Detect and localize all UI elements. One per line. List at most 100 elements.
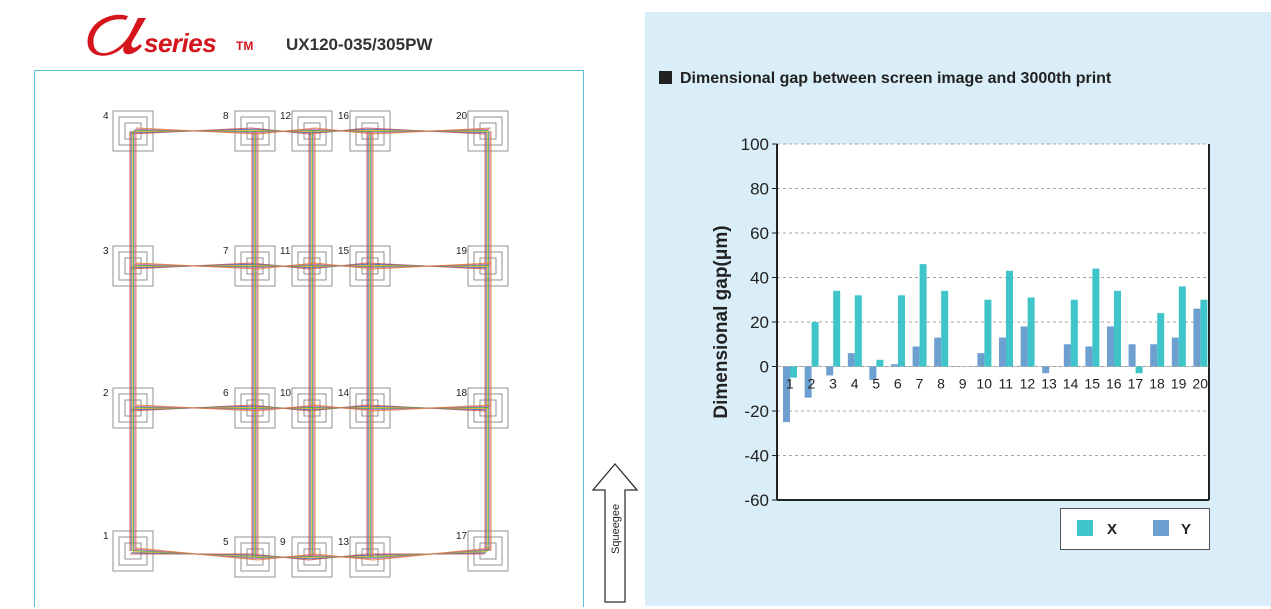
bar-x: [1092, 268, 1100, 367]
y-tick-label: 100: [741, 135, 769, 154]
x-tick-label: 8: [937, 376, 945, 392]
point-label: 20: [456, 111, 468, 122]
bar-y: [1128, 344, 1136, 367]
chart-legend: X Y: [1060, 508, 1210, 550]
bar-y: [1107, 326, 1114, 367]
series-logo: series TM UX120-035/305PW: [86, 8, 486, 64]
y-tick-label: 20: [750, 313, 769, 332]
bar-x: [811, 322, 819, 367]
x-tick-label: 5: [872, 376, 880, 392]
bar-y: [1171, 337, 1179, 367]
point-label: 8: [223, 111, 229, 122]
x-tick-label: 17: [1128, 376, 1144, 392]
y-tick-label: -60: [744, 491, 769, 510]
chart-title-wrap: Dimensional gap between screen image and…: [659, 70, 1111, 88]
x-tick-label: 14: [1063, 376, 1079, 392]
legend-label-y: Y: [1181, 521, 1192, 538]
x-tick-label: 3: [829, 376, 837, 392]
bar-x: [876, 359, 884, 367]
y-tick-label: 0: [760, 358, 769, 377]
point-label: 15: [338, 246, 350, 257]
x-tick-label: 19: [1171, 376, 1187, 392]
x-tick-label: 2: [808, 376, 816, 392]
point-label: 5: [223, 537, 229, 548]
bar-y: [1020, 326, 1028, 367]
bar-x: [1114, 290, 1121, 367]
point-label: 3: [103, 246, 109, 257]
point-label: 9: [280, 537, 286, 548]
bar-x: [1157, 313, 1165, 367]
chart-title: Dimensional gap between screen image and…: [680, 70, 1112, 87]
bar-x: [1070, 299, 1078, 367]
squeegee-arrow-icon: [591, 462, 639, 603]
squeegee-label-wrap: Squeegee: [610, 504, 622, 554]
y-tick-label: -40: [744, 447, 769, 466]
trace-line: [135, 127, 492, 135]
bar-y: [826, 366, 834, 376]
model-number: UX120-035/305PW: [286, 35, 433, 54]
fiducial-square: [124, 122, 142, 140]
bar-y: [1042, 366, 1050, 374]
bar-x: [1006, 270, 1013, 367]
point-label: 12: [280, 111, 292, 122]
point-label: 6: [223, 388, 229, 399]
x-tick-label: 1: [786, 376, 794, 392]
bar-y: [1063, 344, 1071, 367]
bar-chart: 100 80 60 40 20 0 -20 -40 -60 Dimensional gap(μm)…: [711, 135, 1210, 510]
fiducial-square: [124, 399, 142, 417]
x-tick-label: 18: [1149, 376, 1165, 392]
bar-y: [804, 366, 812, 398]
point-label: 11: [280, 246, 291, 257]
bar-x: [919, 264, 927, 367]
bar-x: [941, 290, 949, 367]
bar-y: [1150, 344, 1158, 367]
point-label: 4: [103, 111, 109, 122]
point-label: 2: [103, 388, 109, 399]
bar-y: [847, 353, 855, 367]
point-label: 17: [456, 531, 468, 542]
print-layout-panel: 1 2 3 4 5 6 7 8 9 10 11 12 13 14 15 16 17 18 19 20: [34, 70, 584, 607]
fiducial-square: [124, 257, 142, 275]
bar-x: [833, 290, 841, 367]
y-tick-label: 80: [750, 180, 769, 199]
bar-y: [869, 366, 877, 380]
bar-y: [1085, 346, 1093, 367]
bar-y: [934, 337, 942, 367]
x-tick-label: 11: [999, 376, 1014, 392]
bar-y: [1193, 308, 1201, 367]
x-tick-label: 6: [894, 376, 902, 392]
x-tick-label: 16: [1106, 376, 1122, 392]
bar-x: [1027, 297, 1035, 367]
y-axis-title: Dimensional gap(μm): [711, 225, 732, 418]
x-tick-label: 9: [959, 376, 967, 392]
x-tick-label: 4: [851, 376, 859, 392]
bar-x: [1135, 366, 1143, 374]
x-tick-label: 13: [1041, 376, 1057, 392]
x-tick-label: 12: [1020, 376, 1036, 392]
y-tick-label: -20: [744, 402, 769, 421]
point-label: 14: [338, 388, 350, 399]
squeegee-direction: Squeegee: [590, 462, 640, 604]
x-tick-label: 10: [976, 376, 992, 392]
logo-series-text: series: [144, 28, 217, 58]
squeegee-label: Squeegee: [610, 504, 622, 554]
fiducial-square: [479, 257, 497, 275]
y-tick-label: 40: [750, 269, 769, 288]
y-tick-label: 60: [750, 224, 769, 243]
legend-swatch-y: [1153, 520, 1169, 536]
point-label: 19: [456, 246, 468, 257]
x-tick-label: 20: [1192, 376, 1208, 392]
bar-x: [790, 366, 797, 378]
point-label: 13: [338, 537, 350, 548]
x-tick-label: 7: [916, 376, 924, 392]
bar-x: [898, 295, 905, 367]
legend-swatch-x: [1077, 520, 1093, 536]
point-label: 7: [223, 246, 229, 257]
point-label: 16: [338, 111, 350, 122]
bar-y: [912, 346, 920, 367]
bar-y: [783, 366, 790, 423]
fiducial-square: [479, 399, 497, 417]
point-label: 1: [103, 531, 109, 542]
